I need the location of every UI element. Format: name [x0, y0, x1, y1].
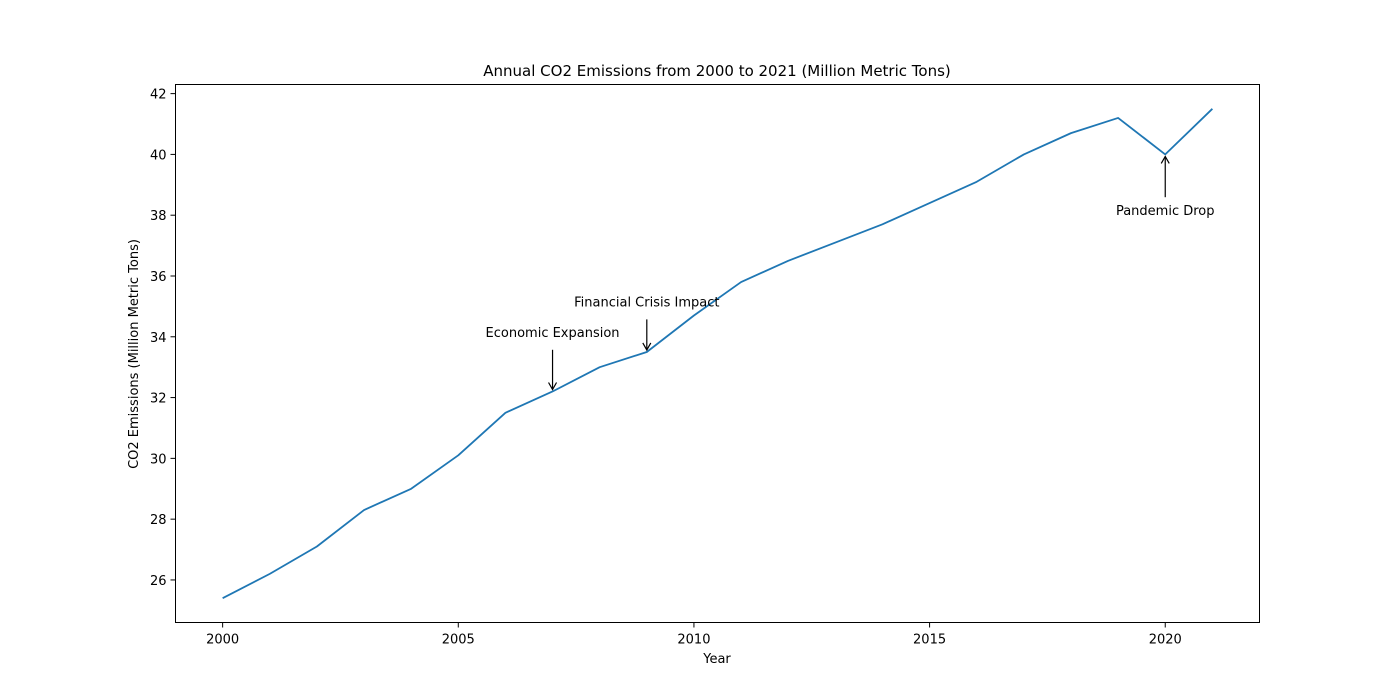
- y-tick-label: 28: [150, 513, 167, 528]
- x-tick-label: 2005: [442, 633, 475, 648]
- x-axis-ticks: 2000 2005 2010 2015 2020: [206, 622, 1182, 648]
- annotation-label: Financial Crisis Impact: [574, 295, 719, 310]
- y-tick-label: 42: [150, 88, 167, 103]
- y-tick-label: 32: [150, 392, 167, 407]
- series-line-0: [222, 108, 1213, 599]
- y-tick-label: 36: [150, 270, 167, 285]
- y-tick-label: 26: [150, 574, 167, 589]
- x-axis-label: Year: [702, 652, 731, 667]
- x-tick-label: 2010: [677, 633, 710, 648]
- y-axis-label: CO2 Emissions (Million Metric Tons): [127, 239, 142, 469]
- chart-title: Annual CO2 Emissions from 2000 to 2021 (…: [483, 62, 951, 80]
- x-tick-label: 2015: [913, 633, 946, 648]
- series-layer: [222, 108, 1213, 599]
- plot-area-frame: [175, 84, 1260, 623]
- y-tick-label: 38: [150, 209, 167, 224]
- annotations: Economic Expansion Financial Crisis Impac…: [486, 155, 1215, 391]
- annotation-label: Pandemic Drop: [1116, 204, 1215, 219]
- x-tick-label: 2020: [1149, 633, 1182, 648]
- y-tick-label: 40: [150, 148, 167, 163]
- y-tick-label: 30: [150, 452, 167, 467]
- y-axis-ticks: 26 28 30 32 34 36 38 40 42: [150, 88, 176, 589]
- annotation-label: Economic Expansion: [486, 326, 620, 341]
- x-tick-label: 2000: [206, 633, 239, 648]
- y-tick-label: 34: [150, 331, 167, 346]
